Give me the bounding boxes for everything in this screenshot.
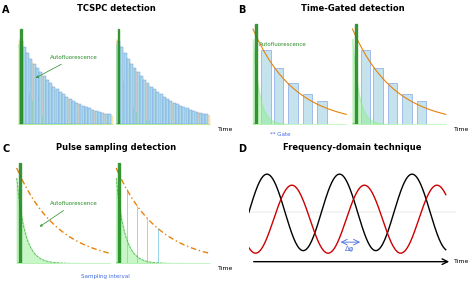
Bar bbox=[202, 114, 205, 124]
Bar bbox=[62, 94, 65, 124]
Bar bbox=[26, 53, 29, 124]
Bar bbox=[108, 114, 111, 124]
Text: Time: Time bbox=[454, 127, 469, 132]
Bar bbox=[29, 59, 32, 124]
Polygon shape bbox=[253, 24, 257, 124]
Bar bbox=[166, 99, 169, 124]
Bar bbox=[173, 103, 175, 124]
Bar bbox=[75, 103, 78, 124]
Polygon shape bbox=[19, 29, 22, 124]
Bar bbox=[288, 83, 298, 124]
Bar bbox=[176, 104, 179, 124]
Title: Pulse sampling detection: Pulse sampling detection bbox=[56, 143, 176, 152]
Text: Time: Time bbox=[454, 259, 469, 264]
Bar bbox=[146, 83, 149, 124]
Text: Autofluorescence: Autofluorescence bbox=[259, 42, 307, 47]
Bar bbox=[95, 111, 98, 124]
Bar bbox=[273, 68, 283, 124]
Bar bbox=[130, 64, 133, 124]
Bar bbox=[303, 94, 312, 124]
Bar bbox=[20, 41, 23, 124]
Bar bbox=[169, 101, 173, 124]
Text: D: D bbox=[238, 144, 246, 154]
Text: A: A bbox=[2, 5, 9, 15]
Bar bbox=[43, 76, 46, 124]
Bar bbox=[137, 72, 140, 124]
Title: TCSPC detection: TCSPC detection bbox=[77, 4, 155, 13]
Bar bbox=[134, 68, 137, 124]
Bar bbox=[163, 97, 166, 124]
Bar bbox=[124, 53, 127, 124]
Bar bbox=[49, 83, 52, 124]
Bar bbox=[36, 68, 39, 124]
Bar bbox=[417, 101, 426, 124]
Bar bbox=[91, 110, 94, 124]
Bar bbox=[156, 92, 159, 124]
Bar bbox=[373, 68, 383, 124]
Title: Frequency-domain technique: Frequency-domain technique bbox=[283, 143, 422, 152]
Bar bbox=[140, 76, 143, 124]
Bar bbox=[361, 50, 370, 124]
Bar bbox=[72, 101, 75, 124]
Polygon shape bbox=[17, 163, 21, 263]
Bar bbox=[192, 111, 195, 124]
Polygon shape bbox=[116, 163, 120, 263]
Bar bbox=[46, 80, 49, 124]
Bar bbox=[186, 109, 189, 124]
Bar bbox=[150, 87, 153, 124]
Bar bbox=[182, 107, 185, 124]
Bar bbox=[101, 113, 104, 124]
Text: Autofluorescence: Autofluorescence bbox=[36, 55, 98, 78]
Polygon shape bbox=[353, 24, 356, 124]
Bar bbox=[120, 47, 123, 124]
Bar bbox=[65, 97, 68, 124]
Bar bbox=[85, 107, 88, 124]
Bar bbox=[199, 113, 202, 124]
Bar bbox=[105, 114, 108, 124]
Bar bbox=[82, 106, 85, 124]
Bar bbox=[127, 59, 130, 124]
Bar bbox=[117, 41, 120, 124]
Bar bbox=[195, 112, 199, 124]
Bar bbox=[205, 114, 208, 124]
Bar bbox=[189, 110, 192, 124]
Bar bbox=[39, 72, 42, 124]
Text: Δφ: Δφ bbox=[345, 246, 354, 252]
Bar bbox=[23, 47, 26, 124]
Bar bbox=[179, 106, 182, 124]
Polygon shape bbox=[116, 29, 119, 124]
Title: Time-Gated detection: Time-Gated detection bbox=[301, 4, 404, 13]
Bar bbox=[79, 104, 82, 124]
Bar bbox=[153, 89, 156, 124]
Text: Time: Time bbox=[218, 266, 233, 271]
Bar bbox=[69, 99, 72, 124]
Text: Sampling interval: Sampling interval bbox=[82, 274, 130, 279]
Text: B: B bbox=[238, 5, 246, 15]
Text: C: C bbox=[2, 144, 9, 154]
Bar bbox=[88, 109, 91, 124]
Bar bbox=[143, 80, 146, 124]
Bar bbox=[402, 94, 411, 124]
Bar bbox=[388, 83, 397, 124]
Text: Time: Time bbox=[218, 127, 233, 132]
Bar bbox=[55, 89, 59, 124]
Bar bbox=[53, 87, 55, 124]
Bar bbox=[98, 112, 101, 124]
Bar bbox=[33, 64, 36, 124]
Bar bbox=[59, 92, 62, 124]
Bar bbox=[317, 101, 327, 124]
Bar bbox=[160, 94, 163, 124]
Bar bbox=[261, 50, 271, 124]
Text: Autofluorescence: Autofluorescence bbox=[40, 201, 98, 226]
Text: ** Gate: ** Gate bbox=[270, 133, 290, 137]
